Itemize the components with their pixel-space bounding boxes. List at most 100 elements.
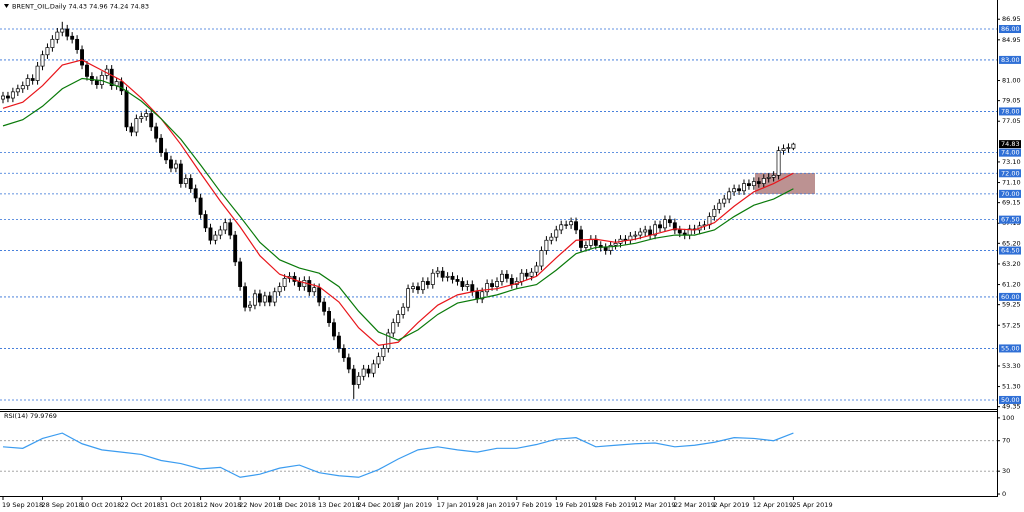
level-label-box	[999, 169, 1021, 178]
candle-body	[391, 322, 396, 334]
candle-body	[722, 198, 727, 204]
candle-body	[732, 188, 737, 193]
y-tick-label: 69.15	[1002, 199, 1021, 207]
level-label: 72.00	[1001, 169, 1020, 177]
candle-body	[509, 278, 514, 285]
candle-body	[173, 163, 178, 169]
candle-body	[465, 284, 470, 287]
candle-body	[490, 283, 495, 287]
candle-body	[396, 314, 401, 324]
level-label: 86.00	[1001, 25, 1020, 33]
candle-body	[346, 357, 351, 370]
candle-body	[470, 284, 475, 293]
candle-body	[633, 234, 638, 237]
candle-body	[475, 291, 480, 300]
candle-body	[65, 28, 70, 37]
y-tick-label: 71.10	[1002, 179, 1021, 187]
candle-body	[653, 224, 658, 236]
candle-body	[667, 219, 672, 224]
level-label: 78.00	[1001, 107, 1020, 115]
candle-body	[583, 245, 588, 248]
candle-body	[282, 278, 287, 287]
candle-body	[312, 287, 317, 293]
candle-body	[322, 301, 327, 312]
x-tick-label: 2 Apr 2019	[713, 501, 749, 509]
candle-body	[60, 28, 65, 33]
candle-body	[327, 310, 331, 324]
candle-body	[712, 208, 717, 217]
level-label-box	[999, 107, 1021, 116]
candle-body	[208, 227, 213, 241]
y-tick-label: 81.00	[1002, 77, 1021, 85]
level-label-box	[999, 344, 1021, 353]
candle-body	[761, 178, 766, 184]
x-tick-label: 12 Nov 2018	[200, 501, 242, 509]
candle-body	[169, 159, 173, 169]
candle-body	[218, 229, 223, 236]
candle-body	[85, 64, 89, 77]
level-label: 55.00	[1001, 344, 1020, 352]
candle-body	[193, 188, 198, 199]
candle-body	[89, 76, 94, 81]
level-label-box	[999, 25, 1021, 34]
candle-body	[183, 178, 188, 184]
candle-body	[559, 224, 564, 231]
indicator-line	[2, 59, 794, 346]
candle-body	[638, 231, 643, 236]
candle-body	[574, 221, 578, 231]
candle-body	[756, 181, 761, 184]
candle-body	[603, 247, 608, 251]
candle-body	[159, 137, 164, 154]
candle-body	[420, 281, 425, 291]
x-tick-label: 25 Apr 2019	[792, 501, 832, 509]
candle-body	[406, 288, 411, 308]
level-label-box	[999, 189, 1021, 198]
x-tick-label: 22 Oct 2018	[121, 501, 161, 509]
candle-body	[791, 143, 796, 149]
candle-body	[554, 229, 559, 238]
candle-body	[351, 368, 356, 385]
candle-body	[435, 270, 440, 274]
x-tick-label: 28 Feb 2019	[595, 501, 635, 509]
candle-body	[534, 265, 539, 273]
candle-body	[45, 47, 50, 56]
level-label: 67.50	[1001, 216, 1020, 224]
level-label-box	[999, 246, 1021, 255]
chart-title: BRENT_OIL,Daily 74.43 74.96 74.24 74.83	[12, 3, 149, 11]
candle-body	[361, 368, 366, 377]
candle-body	[376, 356, 381, 365]
candle-body	[144, 113, 149, 117]
candle-body	[445, 275, 450, 278]
candle-body	[455, 279, 460, 282]
y-tick-label: 65.20	[1002, 239, 1021, 247]
level-label-box	[999, 292, 1021, 301]
candle-body	[776, 150, 781, 176]
candle-body	[672, 222, 677, 231]
x-tick-label: 7 Jan 2019	[397, 501, 432, 509]
candle-body	[119, 81, 124, 92]
candle-body	[35, 65, 40, 81]
level-label-box	[999, 395, 1021, 404]
candle-body	[5, 95, 10, 99]
candle-body	[356, 375, 361, 385]
candle-body	[579, 229, 583, 248]
candle-body	[332, 322, 336, 337]
candle-body	[233, 234, 238, 263]
candle-body	[20, 85, 25, 90]
candle-body	[766, 177, 771, 179]
candle-body	[781, 148, 786, 151]
candle-body	[544, 239, 549, 251]
candle-body	[10, 91, 15, 99]
candle-body	[75, 38, 80, 50]
candle-body	[203, 214, 208, 229]
candle-body	[519, 272, 524, 282]
candle-body	[50, 38, 55, 48]
x-tick-label: 19 Sep 2018	[2, 501, 43, 509]
candle-body	[786, 147, 791, 149]
candle-body	[549, 236, 554, 241]
candle-body	[188, 178, 193, 190]
candle-body	[737, 188, 742, 192]
